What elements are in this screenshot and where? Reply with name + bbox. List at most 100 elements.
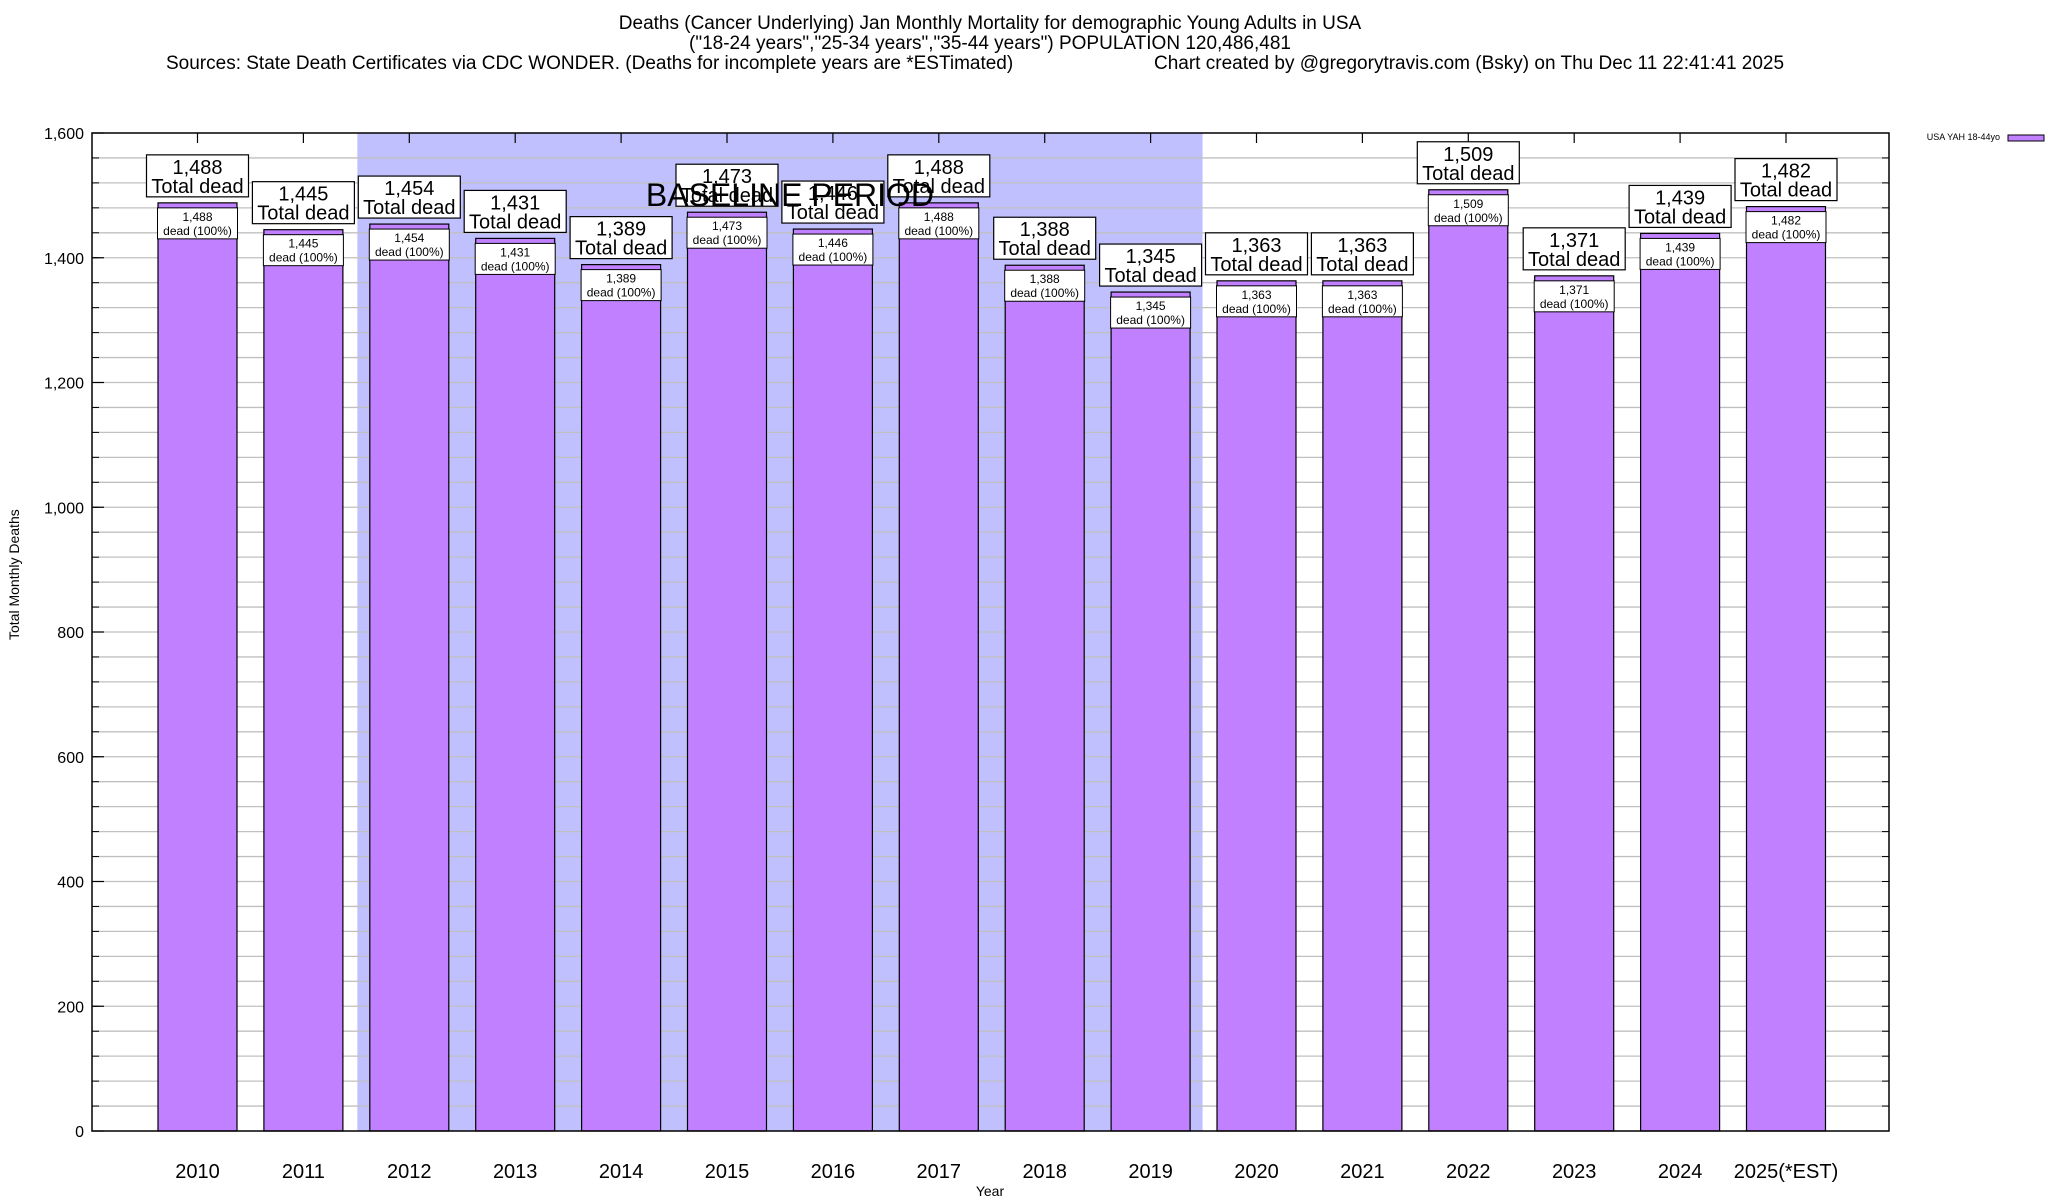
inner-value-label: 1,363 [1241,288,1271,302]
total-suffix-label: Total dead [1422,163,1514,185]
y-tick-label: 1,200 [44,376,84,393]
total-suffix-label: Total dead [151,176,243,198]
bar-2018 [1004,264,1085,1132]
inner-value-label: 1,371 [1559,283,1589,297]
total-suffix-label: Total dead [999,238,1091,260]
inner-pct-label: dead (100%) [1752,228,1821,242]
inner-value-label: 1,431 [500,245,530,259]
inner-pct-label: dead (100%) [1222,302,1291,316]
total-label-box [1522,227,1626,271]
total-value-label: 1,363 [1231,235,1281,257]
total-value-label: 1,371 [1549,230,1599,252]
inner-pct-label: dead (100%) [269,251,338,265]
bar-2022 [1428,189,1509,1132]
total-label-box [1416,141,1520,185]
y-tick-label: 1,400 [44,251,84,268]
total-label-box [357,175,461,219]
total-suffix-label: Total dead [893,176,985,198]
y-tick-label: 400 [57,875,84,892]
axis-layer: 0 200 400 600 800 1,000 1,200 1,400 1,600 2010 201… [44,126,1890,1199]
total-suffix-label: Total dead [1634,206,1726,228]
y-tick-label: 0 [75,1124,84,1141]
inner-label-box [1110,296,1192,329]
total-value-label: 1,389 [596,219,646,241]
total-value-label: 1,509 [1443,144,1493,166]
total-suffix-label: Total dead [257,203,349,225]
inner-value-label: 1,482 [1771,214,1801,228]
x-axis-label: Year [976,1183,1005,1199]
bar-2013 [475,237,556,1132]
inner-pct-label: dead (100%) [693,233,762,247]
total-value-label: 1,388 [1020,219,1070,241]
inner-pct-label: dead (100%) [1646,254,1715,268]
inner-value-label: 1,488 [182,210,212,224]
total-value-label: 1,446 [808,183,858,205]
inner-pct-label: dead (100%) [481,259,550,273]
inner-label-box [262,234,344,267]
bar-2014 [580,264,662,1132]
total-suffix-label: Total dead [1740,180,1832,202]
total-suffix-label: Total dead [787,202,879,224]
inner-value-label: 1,488 [924,210,954,224]
legend-swatch [2007,134,2045,142]
inner-label-box [898,207,980,240]
total-value-label: 1,482 [1761,161,1811,183]
x-tick-label: 2020 [1234,1161,1279,1183]
bar-2020 [1216,280,1297,1132]
legend-layer: USA YAH 18-44yo [1927,132,2045,142]
inner-value-label: 1,439 [1665,240,1695,254]
y-tick-label: 800 [57,625,84,642]
total-value-label: 1,488 [172,157,222,179]
total-suffix-label: Total dead [363,197,455,219]
inner-label-box [157,207,238,240]
inner-label-box [1533,280,1615,313]
total-label-box [145,154,250,198]
total-label-box [993,216,1097,260]
x-tick-label: 2015 [705,1161,750,1183]
inner-value-label: 1,389 [606,272,636,286]
total-label-box [1628,184,1732,229]
inner-label-box [1427,194,1509,227]
inner-label-box [580,269,662,302]
total-label-box [781,180,885,224]
x-tick-label: 2021 [1340,1161,1385,1183]
total-label-box [569,216,673,260]
inner-pct-label: dead (100%) [1010,286,1079,300]
inner-pct-label: dead (100%) [587,286,656,300]
chart-credit: Chart created by @gregorytravis.com (Bsk… [1154,53,1785,74]
y-tick-label: 1,600 [44,126,84,143]
total-suffix-label: Total dead [681,185,773,207]
bar-2010 [157,202,238,1132]
inner-value-label: 1,454 [394,231,424,245]
baseline-period-label: BASELINE PERIOD [646,177,934,213]
inner-value-label: 1,473 [712,219,742,233]
inner-label-box [1216,285,1297,318]
total-suffix-label: Total dead [1210,254,1302,276]
inner-pct-label: dead (100%) [375,245,444,259]
bar-2011 [263,229,344,1132]
total-value-label: 1,445 [278,184,328,206]
inner-label-box [686,216,768,249]
total-value-label: 1,454 [384,178,434,200]
inner-pct-label: dead (100%) [799,250,868,264]
total-suffix-label: Total dead [1316,254,1408,276]
total-label-box [251,181,355,225]
total-value-label: 1,439 [1655,187,1705,209]
inner-value-label: 1,363 [1347,288,1377,302]
total-value-label: 1,488 [914,157,964,179]
x-tick-label: 2013 [493,1161,538,1183]
total-label-box [463,189,567,234]
chart-subtitle: ("18-24 years","25-34 years","35-44 year… [689,33,1291,54]
x-tick-label: 2014 [599,1161,644,1183]
x-tick-label: 2024 [1658,1161,1703,1183]
inner-value-label: 1,445 [288,237,318,251]
bar-2017 [898,202,979,1132]
inner-pct-label: dead (100%) [1328,302,1397,316]
inner-value-label: 1,388 [1030,272,1060,286]
x-tick-label: 2019 [1128,1161,1173,1183]
inner-label-box [792,233,874,266]
source-note: Sources: State Death Certificates via CD… [166,53,1014,74]
total-suffix-label: Total dead [575,238,667,260]
y-tick-label: 600 [57,750,84,767]
